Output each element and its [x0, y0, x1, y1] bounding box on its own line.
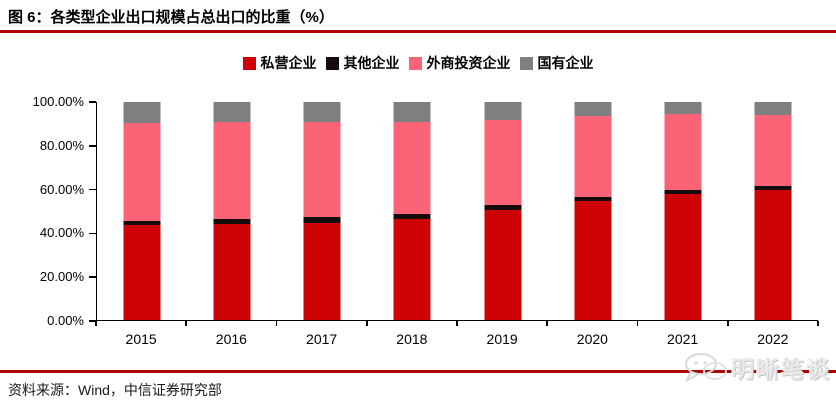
bar-column	[638, 102, 728, 320]
bar-segment-外商投资企业	[303, 122, 341, 217]
watermark: 明晰笔谈	[683, 350, 831, 384]
legend-swatch	[242, 56, 256, 70]
bar-column	[367, 102, 457, 320]
x-axis-tick	[185, 321, 188, 326]
x-axis-label: 2018	[396, 331, 428, 347]
bar-segment-外商投资企业	[393, 122, 431, 215]
source-note: 资料来源：Wind，中信证券研究部	[8, 382, 222, 398]
x-axis-label: 2016	[215, 331, 247, 347]
y-axis-label: 80.00%	[39, 137, 84, 153]
x-axis-tick	[546, 321, 549, 326]
bar-segment-其他企业	[123, 220, 161, 226]
y-axis-tick	[89, 276, 96, 278]
watermark-text: 明晰笔谈	[731, 356, 831, 382]
bar-column	[548, 102, 638, 320]
legend-label: 国有企业	[537, 55, 594, 71]
watermark-logo-icon	[684, 353, 727, 383]
bar-segment-外商投资企业	[484, 119, 522, 205]
bar-segment-国有企业	[393, 102, 431, 123]
title-divider-rule	[0, 30, 836, 33]
bar-segment-私营企业	[664, 194, 702, 320]
y-axis-label: 40.00%	[39, 225, 84, 241]
plot-area	[96, 102, 818, 321]
x-axis-label: 2021	[667, 331, 699, 347]
bar-segment-国有企业	[123, 102, 161, 124]
stacked-bar	[213, 102, 251, 320]
bar-segment-国有企业	[754, 102, 792, 116]
bar-segment-国有企业	[484, 102, 522, 120]
x-axis-tick	[817, 321, 819, 326]
y-axis-tick	[89, 101, 96, 103]
bar-segment-私营企业	[484, 209, 522, 320]
bar-segment-其他企业	[484, 204, 522, 210]
x-axis-tick	[275, 321, 278, 326]
bar-segment-私营企业	[574, 200, 612, 320]
bar-segment-外商投资企业	[754, 115, 792, 186]
legend-swatch	[325, 56, 339, 70]
bar-segment-其他企业	[393, 214, 431, 220]
bar-segment-国有企业	[574, 102, 612, 117]
x-axis-label: 2020	[576, 331, 608, 347]
legend-item: 私营企业	[242, 53, 317, 73]
bar-segment-其他企业	[574, 196, 612, 201]
bar-segment-外商投资企业	[574, 116, 612, 197]
y-axis-label: 20.00%	[39, 269, 84, 285]
bar-segment-外商投资企业	[213, 122, 251, 219]
bar-segment-私营企业	[123, 225, 161, 320]
stacked-bar	[303, 102, 341, 320]
stacked-bar	[574, 102, 612, 320]
bar-segment-私营企业	[303, 222, 341, 320]
bar-segment-其他企业	[754, 185, 792, 190]
y-axis-tick	[89, 188, 96, 191]
bar-segment-私营企业	[213, 224, 251, 320]
y-axis-label: 60.00%	[39, 181, 84, 197]
x-axis-tick	[726, 321, 729, 326]
x-axis-label: 2022	[757, 331, 789, 347]
bar-segment-其他企业	[664, 189, 702, 195]
bottom-divider-rule	[0, 370, 836, 373]
chart-title: 图 6：各类型企业出口规模占总出口的比重（%）	[8, 9, 334, 26]
bar-column	[97, 102, 187, 320]
x-axis-tick	[365, 321, 368, 326]
bar-segment-外商投资企业	[664, 114, 702, 190]
bar-column	[728, 102, 818, 320]
bar-column	[187, 102, 277, 320]
legend-item: 外商投资企业	[408, 53, 511, 73]
x-axis-tick	[95, 321, 97, 326]
stacked-bar	[664, 102, 702, 320]
stacked-bar	[754, 102, 792, 320]
y-axis-tick	[89, 232, 96, 235]
stacked-bar	[484, 102, 522, 320]
bar-column	[458, 102, 548, 320]
legend-label: 其他企业	[343, 55, 400, 71]
y-axis-tick	[89, 320, 96, 322]
bar-segment-私营企业	[393, 219, 431, 320]
legend-item: 其他企业	[325, 53, 400, 73]
legend-label: 外商投资企业	[426, 55, 511, 71]
chart-legend: 私营企业 其他企业 外商投资企业 国有企业	[0, 53, 836, 73]
x-axis-label: 2015	[125, 331, 157, 347]
bar-segment-其他企业	[303, 216, 341, 223]
bar-segment-外商投资企业	[123, 123, 161, 221]
bar-column	[277, 102, 367, 320]
legend-swatch	[408, 56, 422, 70]
bar-segment-国有企业	[664, 102, 702, 114]
x-axis-tick	[456, 321, 458, 326]
y-axis-label: 100.00%	[32, 94, 84, 109]
bar-segment-国有企业	[213, 102, 251, 123]
bar-segment-其他企业	[213, 218, 251, 225]
y-axis-tick	[89, 145, 96, 147]
x-axis-tick	[636, 321, 639, 326]
stacked-bar	[123, 102, 161, 320]
x-axis-label: 2017	[306, 331, 338, 347]
bar-segment-国有企业	[303, 102, 341, 123]
x-axis-label: 2019	[486, 331, 518, 347]
stacked-bar	[393, 102, 431, 320]
legend-label: 私营企业	[260, 55, 317, 71]
bar-segment-私营企业	[754, 189, 792, 320]
y-axis-label: 0.00%	[47, 313, 84, 328]
legend-item: 国有企业	[519, 53, 594, 73]
legend-swatch	[519, 56, 533, 70]
